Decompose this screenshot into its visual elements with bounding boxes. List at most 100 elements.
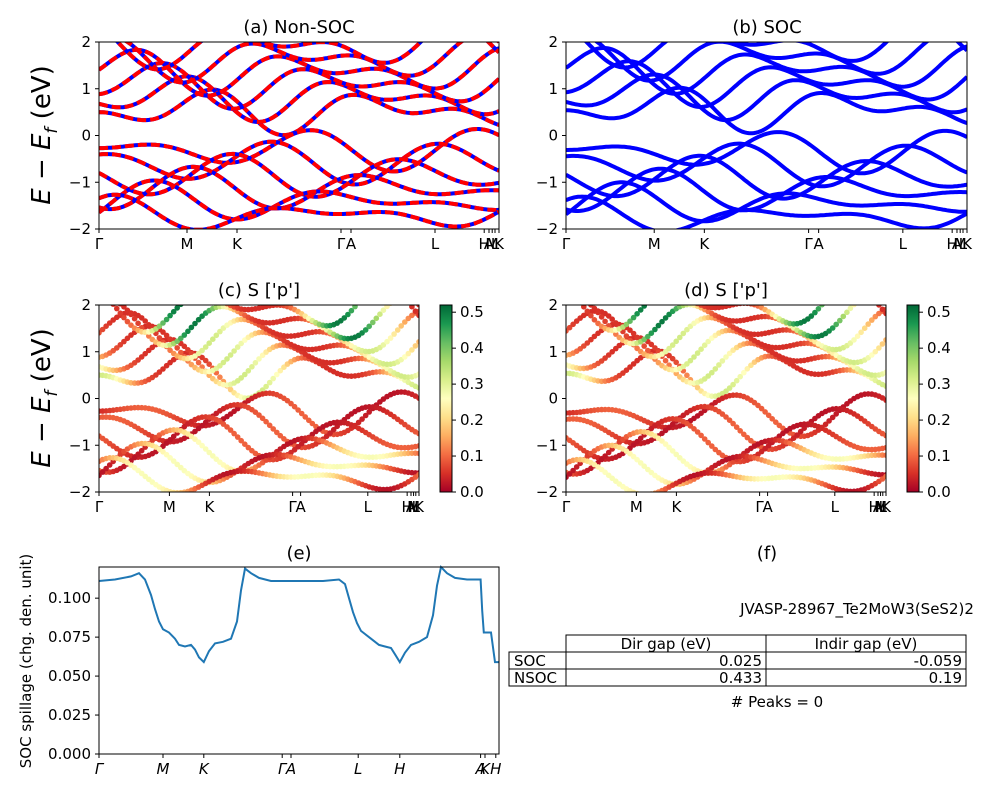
ytick-label: −2 [536, 220, 558, 238]
band-point [217, 374, 223, 381]
band-point [210, 294, 216, 300]
colorbar-label: 0.4 [460, 339, 484, 357]
band-point [730, 305, 736, 308]
band-point [178, 349, 184, 356]
band-point [359, 416, 365, 422]
panel-d-yticks: 2 1 0 −1 −2 [536, 296, 566, 501]
band-point [370, 285, 376, 291]
xtick-label: K [494, 235, 505, 253]
band-point [160, 320, 166, 326]
band-point [841, 281, 847, 287]
band-point [584, 308, 591, 315]
band-point [637, 307, 644, 313]
band-point [840, 313, 847, 320]
band-point [673, 290, 679, 296]
panel-b-bands [566, 42, 967, 229]
band-point [623, 321, 630, 328]
band-point [263, 418, 269, 425]
band-point [406, 295, 412, 301]
band-point [872, 348, 879, 355]
band-point [178, 335, 184, 342]
table-col-header-dir: Dir gap (eV) [621, 635, 712, 653]
xtick-label: K [204, 498, 215, 516]
band-point [380, 342, 387, 348]
band-point [677, 455, 683, 461]
band-point [663, 289, 669, 295]
band-point [330, 426, 337, 433]
band-point [231, 348, 237, 354]
band-line [593, 42, 930, 83]
band-point [833, 286, 839, 292]
ytick-label: 0 [81, 390, 91, 408]
ytick-label: −1 [69, 173, 91, 191]
band-point [648, 330, 655, 337]
band-point [826, 418, 832, 424]
band-point [883, 432, 886, 439]
xtick-label: M [954, 235, 967, 253]
band-point [630, 314, 637, 321]
band-point [609, 349, 615, 355]
ytick-label: 1 [548, 80, 558, 98]
band-point [716, 362, 722, 368]
band-point [146, 322, 152, 328]
band-point [851, 305, 857, 308]
band-line-red [99, 139, 499, 187]
band-point [195, 316, 202, 323]
band-point [883, 369, 886, 376]
band-point [416, 450, 419, 457]
band-point [694, 384, 701, 391]
band-point [366, 323, 373, 330]
band-point [627, 318, 633, 325]
band-point [206, 340, 212, 347]
band-point [858, 283, 864, 289]
band-point [573, 464, 580, 470]
band-point [829, 414, 836, 421]
band-point [630, 489, 637, 492]
band-point [662, 315, 669, 321]
band-point [865, 289, 871, 295]
band-point [591, 317, 598, 323]
band-line-red [123, 42, 499, 85]
band-point [691, 426, 697, 432]
band-point [854, 333, 861, 340]
band-point [637, 435, 644, 442]
band-point [199, 422, 205, 429]
ytick-label: 0.025 [48, 706, 91, 724]
band-point [146, 333, 152, 339]
colorbar-label: 0.0 [460, 483, 484, 501]
table-row-label-nsoc: NSOC [514, 669, 557, 687]
band-point [395, 296, 401, 302]
band-point [416, 371, 419, 377]
band-point [637, 460, 644, 466]
band-point [341, 315, 348, 321]
xtick-label: K [671, 498, 682, 516]
xtick-label: K [480, 760, 491, 778]
band-point [794, 432, 800, 438]
panel-f: (f) JVASP-28967_Te2MoW3(SeS2)2 Dir gap (… [508, 543, 974, 711]
band-point [641, 305, 647, 309]
band-point [238, 375, 244, 381]
band-point [416, 395, 419, 401]
band-point [188, 324, 195, 331]
band-point [823, 298, 829, 304]
band-point [876, 305, 882, 308]
colorbar-bar [439, 304, 453, 493]
band-point [855, 281, 861, 287]
band-point [195, 439, 202, 446]
xtick-label: L [879, 498, 888, 516]
energy-ylabel-mid-unit: (eV) [27, 328, 57, 390]
band-point [656, 292, 662, 298]
band-line-red [99, 127, 499, 174]
band-point [673, 451, 679, 458]
band-point [203, 291, 209, 297]
ytick-label: −2 [69, 483, 91, 501]
xtick-label: H [869, 498, 880, 516]
band-point [723, 354, 729, 360]
band-line-red [114, 42, 499, 72]
ytick-label: −2 [536, 483, 558, 501]
band-point [245, 368, 252, 374]
band-point [694, 350, 701, 356]
band-point [270, 426, 277, 432]
band-point [156, 335, 163, 341]
band-point [666, 289, 672, 295]
